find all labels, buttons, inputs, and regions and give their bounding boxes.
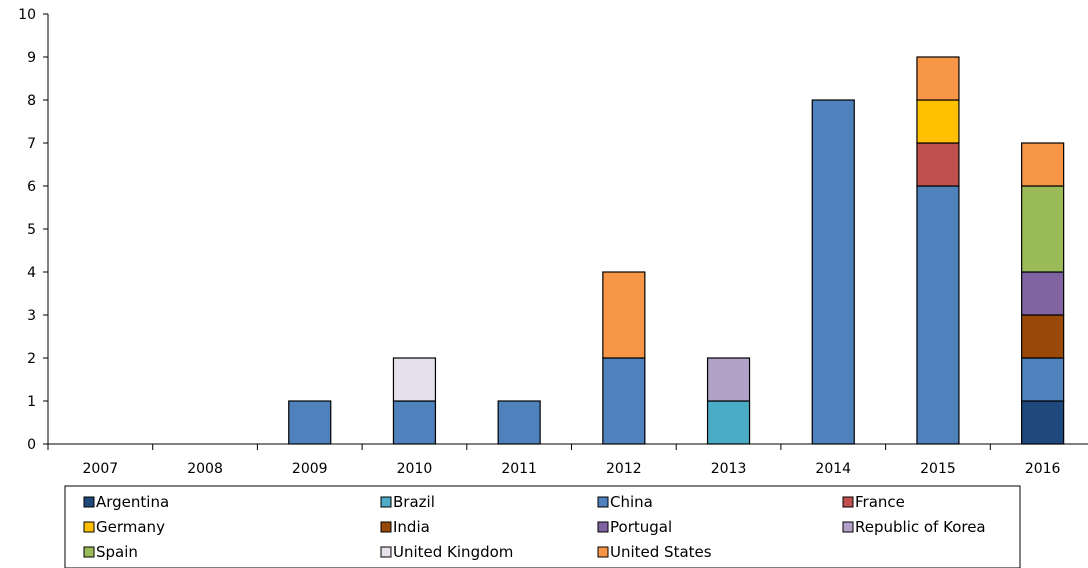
legend-label-brazil: Brazil [393,493,435,511]
legend-label-portugal: Portugal [610,518,672,536]
bar-2016-argentina [1021,400,1065,445]
y-tick-label: 3 [27,308,36,324]
x-tick-label-2013: 2013 [711,461,747,477]
bar-2015-china [916,185,960,445]
bar-2011-china [497,400,541,445]
legend-swatch-republic-of-korea [842,521,854,533]
legend-swatch-spain [83,546,95,558]
x-tick-label-2009: 2009 [292,461,328,477]
legend-label-france: France [855,493,905,511]
legend-box [64,485,1021,568]
legend-label-china: China [610,493,653,511]
legend-label-united-states: United States [610,543,712,561]
x-tick-label-2007: 2007 [83,461,119,477]
bar-2014-china [811,99,855,445]
y-tick-label: 1 [27,394,36,410]
bar-2010-united-kingdom [392,357,437,402]
bar-2012-china [602,357,646,445]
y-tick-label: 2 [27,351,36,367]
bar-2016-united-states [1021,142,1065,187]
bar-2012-united-states [602,271,646,359]
y-tick-label: 10 [18,7,36,23]
x-tick-label-2016: 2016 [1025,461,1061,477]
y-axis: 0 1 2 3 4 5 6 7 8 9 10 [18,7,49,453]
x-tick-label-2008: 2008 [187,461,223,477]
y-tick-label: 5 [27,222,36,238]
y-tick-label: 8 [27,93,36,109]
bar-2016-spain [1021,185,1065,273]
y-tick-label: 6 [27,179,36,195]
legend-swatch-germany [83,521,95,533]
legend: Argentina Brazil China France Germany India Po… [64,485,1021,568]
legend-swatch-portugal [597,521,609,533]
legend-swatch-india [380,521,392,533]
bar-2016-portugal [1021,271,1065,316]
legend-label-germany: Germany [96,518,165,536]
y-tick-label: 9 [27,50,36,66]
legend-swatch-brazil [380,496,392,508]
legend-label-republic-of-korea: Republic of Korea [855,518,986,536]
x-tick-label-2012: 2012 [606,461,642,477]
legend-label-spain: Spain [96,543,138,561]
bar-2009-china [288,400,332,445]
bar-2015-germany [916,99,960,144]
legend-label-india: India [393,518,430,536]
legend-label-united-kingdom: United Kingdom [393,543,513,561]
legend-swatch-united-states [597,546,609,558]
bar-2015-united-states [916,56,960,101]
x-tick-label-2015: 2015 [920,461,956,477]
x-axis: 2007 2008 2009 2010 2011 2012 2013 2014 2015 2016 [47,443,1088,477]
x-tick-label-2011: 2011 [501,461,537,477]
y-tick-label: 0 [27,437,36,453]
legend-swatch-china [597,496,609,508]
legend-swatch-argentina [83,496,95,508]
y-tick-label: 4 [27,265,36,281]
bar-2016-china [1021,357,1065,402]
bar-2015-france [916,142,960,187]
legend-swatch-france [842,496,854,508]
plot-area [288,56,1065,445]
x-tick-label-2014: 2014 [815,461,851,477]
x-tick-label-2010: 2010 [397,461,433,477]
legend-swatch-united-kingdom [380,546,392,558]
bar-2016-india [1021,314,1065,359]
y-tick-label: 7 [27,136,36,152]
bar-2013-brazil [706,400,751,445]
legend-label-argentina: Argentina [96,493,169,511]
bar-2013-republic-of-korea [706,357,751,402]
bar-2010-china [392,400,437,445]
